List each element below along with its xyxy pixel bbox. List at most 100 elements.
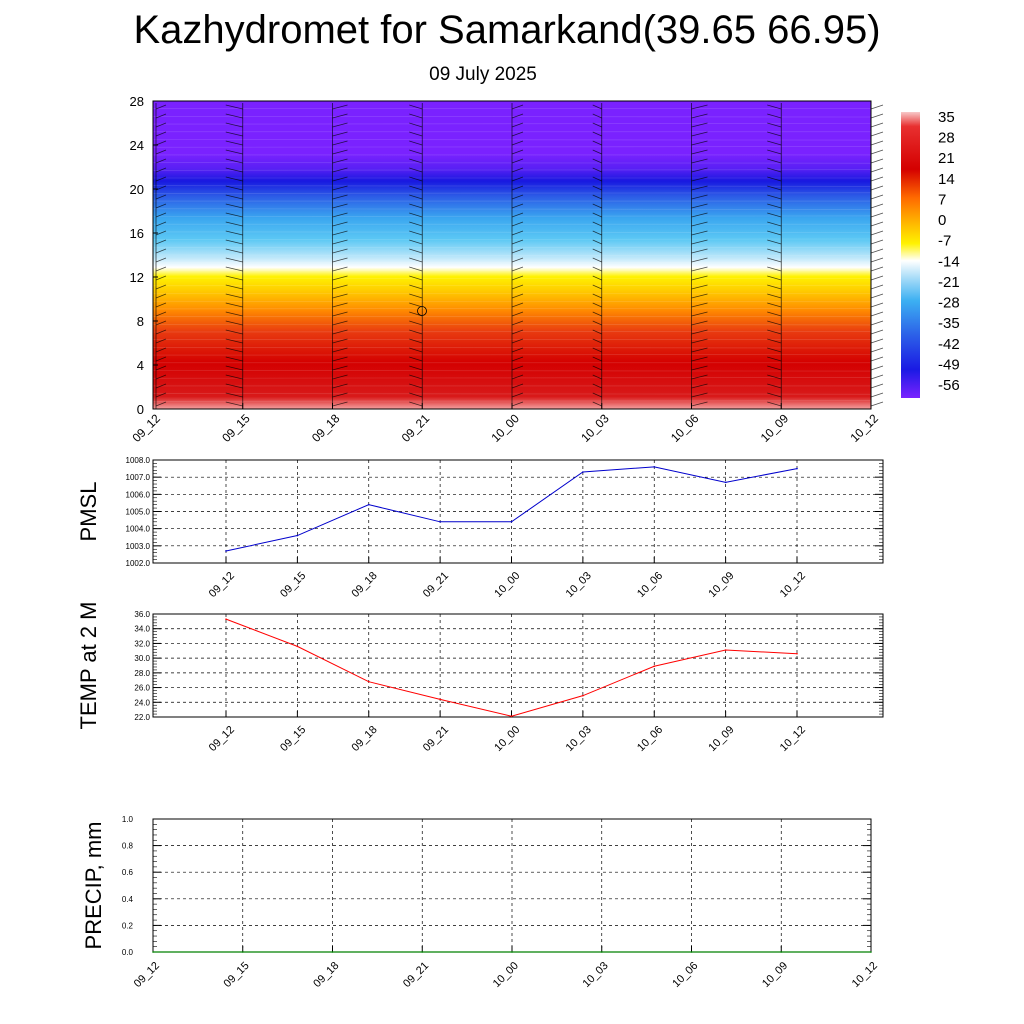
plot-frame: [152, 613, 884, 718]
wind-barb: [332, 194, 348, 200]
wind-barb: [409, 113, 423, 119]
wind-barb: [332, 320, 348, 326]
wind-barb: [870, 194, 884, 200]
wind-barb: [409, 284, 423, 290]
wind-barb: [225, 356, 243, 362]
y-tick-label: 1005.0: [126, 508, 151, 517]
x-tick-label: 10_12: [850, 960, 880, 990]
wind-barb: [870, 383, 884, 389]
x-tick-label: 09_12: [132, 960, 162, 990]
wind-barb: [332, 158, 348, 164]
y-axis-label: PMSL: [76, 482, 101, 542]
wind-barb: [332, 383, 348, 389]
wind-barb: [691, 257, 708, 263]
wind-barb: [511, 365, 524, 371]
data-point: [870, 951, 872, 953]
wind-barb: [870, 248, 884, 254]
x-tick-label: 10_03: [578, 411, 612, 445]
wind-barb: [870, 311, 884, 317]
data-point: [690, 951, 693, 953]
wind-barb: [155, 347, 167, 353]
wind-barb: [409, 266, 423, 272]
data-point: [225, 618, 227, 620]
wind-barb: [332, 338, 348, 344]
wind-barb: [767, 302, 782, 308]
wind-barb: [225, 140, 243, 146]
wind-barb: [332, 131, 348, 137]
wind-barb: [225, 347, 243, 353]
wind-barb: [511, 131, 524, 137]
y-tick-label: 24: [130, 138, 144, 153]
wind-barb: [225, 203, 243, 209]
wind-barb: [592, 266, 602, 272]
wind-barb: [409, 203, 423, 209]
wind-barb: [592, 383, 602, 389]
wind-barb: [332, 365, 348, 371]
wind-barb: [592, 284, 602, 290]
x-tick-label: 10_06: [635, 570, 665, 600]
wind-barb: [767, 194, 782, 200]
y-tick-label: 1003.0: [126, 542, 151, 551]
data-point: [724, 649, 727, 651]
wind-barb: [691, 167, 708, 173]
wind-barb: [767, 347, 782, 353]
wind-barb: [691, 104, 708, 110]
wind-barb: [592, 311, 602, 317]
wind-barb: [332, 401, 348, 407]
pmsl-panel: 1002.0 1003.0 1004.0 1005.0 1006.0 1007.0 1008…: [76, 456, 884, 600]
wind-barb: [870, 131, 884, 137]
wind-barb: [409, 374, 423, 380]
wind-barb: [409, 185, 423, 191]
wind-barb: [511, 248, 524, 254]
wind-barb: [870, 392, 884, 398]
wind-barb: [767, 113, 782, 119]
wind-barb: [332, 293, 348, 299]
wind-barb: [767, 239, 782, 245]
wind-barb: [511, 194, 524, 200]
data-point: [152, 951, 154, 953]
wind-barb: [511, 302, 524, 308]
wind-barb: [155, 131, 167, 137]
wind-barb: [870, 374, 884, 380]
wind-barb: [155, 329, 167, 335]
colorbar-label: 14: [938, 171, 955, 188]
wind-barb: [332, 392, 348, 398]
wind-barb: [332, 329, 348, 335]
wind-barb: [592, 221, 602, 227]
x-tick-label: 10_03: [564, 724, 594, 754]
wind-barb: [511, 293, 524, 299]
data-point: [421, 951, 424, 953]
x-tick-label: 10_03: [564, 570, 594, 600]
wind-barb: [511, 167, 524, 173]
colorbar-label: 7: [938, 191, 946, 208]
wind-barb: [225, 113, 243, 119]
wind-barb: [155, 383, 167, 389]
wind-barb: [870, 221, 884, 227]
data-point: [241, 951, 244, 953]
data-point: [582, 471, 584, 473]
x-tick-label: 10_00: [492, 570, 522, 600]
wind-barb: [691, 212, 708, 218]
wind-barb: [592, 131, 602, 137]
colorbar-label: 0: [938, 212, 946, 229]
wind-barb: [155, 203, 167, 209]
wind-barb: [870, 149, 884, 155]
wind-barb: [511, 284, 524, 290]
wind-barb: [691, 266, 708, 272]
data-point: [511, 951, 513, 953]
wind-barb: [870, 356, 884, 362]
wind-barb: [225, 104, 243, 110]
wind-barb: [155, 140, 167, 146]
wind-barb: [691, 284, 708, 290]
wind-barb: [332, 266, 348, 272]
colorbar: 35 28 21 14 7 0 -7 -14 -21 -28 -35 -42 -49 -56: [901, 109, 960, 398]
wind-barb: [767, 248, 782, 254]
colorbar-label: -56: [938, 377, 960, 394]
wind-barb: [332, 176, 348, 182]
wind-barb: [767, 221, 782, 227]
x-tick-label: 10_06: [668, 411, 702, 445]
data-point: [796, 467, 798, 470]
wind-barb: [332, 140, 348, 146]
data-point: [367, 503, 370, 506]
colorbar-label: -21: [938, 274, 960, 291]
